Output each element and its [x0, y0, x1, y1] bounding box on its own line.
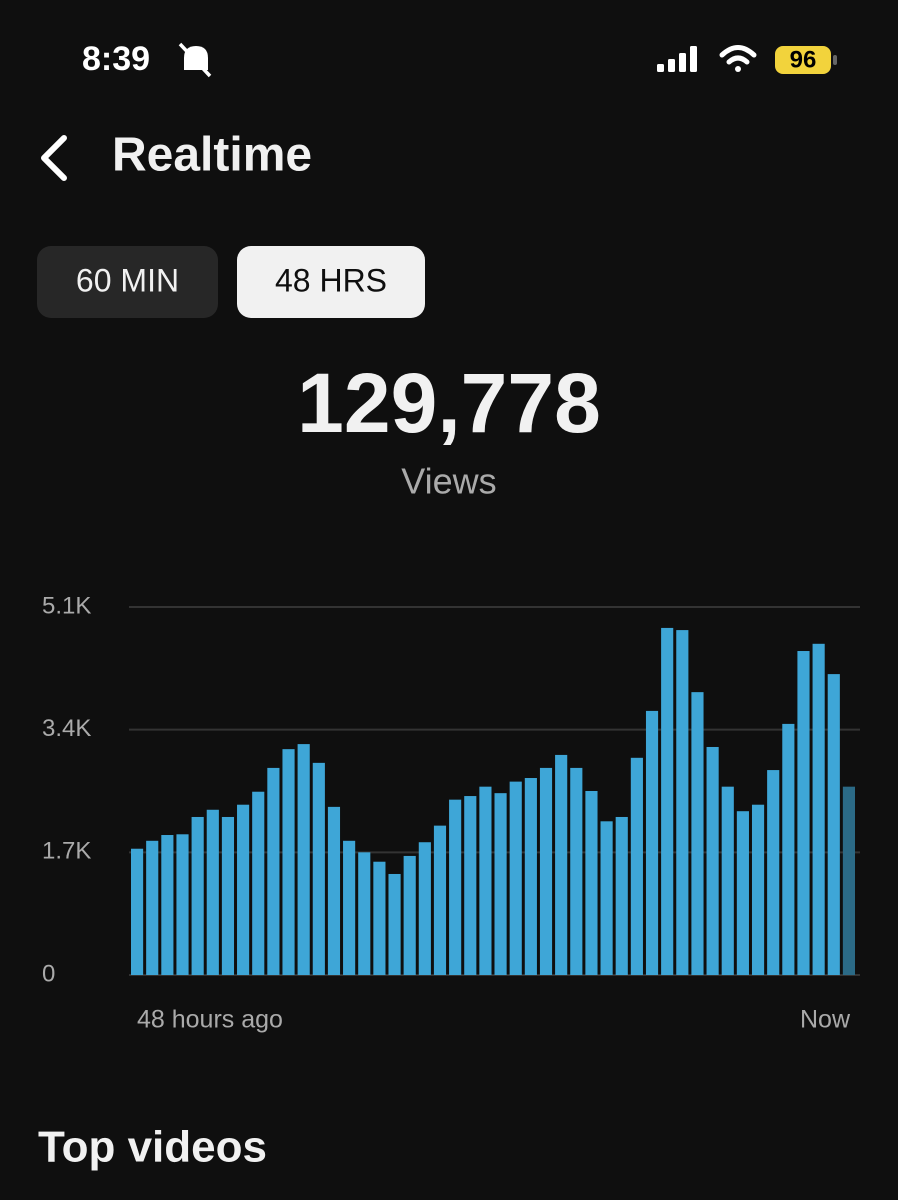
bar	[131, 848, 144, 975]
bar	[661, 627, 674, 975]
bar	[418, 842, 431, 975]
total-views: 129,778	[297, 356, 601, 450]
chart: 0 1.7K 3.4K 5.1K 48 hours ago Now	[42, 592, 860, 1034]
bar	[691, 692, 704, 975]
bar	[282, 749, 295, 975]
x-tick-label: Now	[800, 1006, 851, 1034]
bar	[555, 754, 568, 975]
bar	[403, 855, 416, 975]
back-button[interactable]	[41, 135, 67, 181]
bar	[358, 852, 371, 975]
bar	[433, 825, 447, 975]
tab[interactable]	[37, 246, 218, 318]
bar	[721, 786, 734, 975]
bar	[706, 746, 719, 975]
bar	[827, 674, 840, 975]
tab-label[interactable]: 48 HRS	[275, 262, 387, 298]
bar	[767, 770, 780, 975]
wifi-icon	[719, 45, 757, 72]
bar	[479, 786, 492, 975]
bar	[343, 840, 356, 975]
bar	[237, 804, 250, 975]
bar	[539, 767, 553, 975]
battery-icon	[775, 46, 837, 74]
bar	[600, 821, 613, 975]
y-tick-label: 3.4K	[42, 715, 91, 742]
mute-icon	[178, 42, 212, 78]
bar	[585, 791, 598, 975]
bar	[449, 799, 462, 975]
bar	[494, 793, 507, 975]
tab[interactable]	[237, 246, 425, 318]
bar	[191, 816, 204, 975]
tab-label[interactable]: 60 MIN	[76, 262, 179, 298]
bar	[524, 778, 537, 975]
section-title: Top videos	[38, 1123, 267, 1172]
bar	[161, 835, 174, 975]
bar	[570, 767, 583, 975]
page-title: Realtime	[112, 129, 312, 182]
bar	[327, 806, 341, 975]
bar	[812, 643, 825, 975]
bar	[645, 710, 659, 975]
bar	[221, 816, 235, 975]
signal-icon	[657, 46, 697, 72]
y-tick-label: 5.1K	[42, 592, 91, 619]
bar	[388, 873, 401, 975]
battery-level: 96	[790, 46, 817, 73]
bar	[736, 811, 749, 975]
x-tick-label: 48 hours ago	[137, 1006, 283, 1034]
bar	[842, 786, 855, 975]
bar	[751, 804, 765, 975]
status-time: 8:39	[82, 40, 150, 78]
bar	[464, 796, 477, 975]
bar	[509, 781, 522, 975]
bar	[630, 757, 643, 975]
bar	[252, 791, 265, 975]
total-label: Views	[401, 461, 496, 502]
bar	[797, 651, 810, 975]
bar	[146, 840, 159, 975]
bar	[176, 834, 189, 975]
bar	[676, 630, 689, 975]
bar	[312, 762, 325, 975]
bar	[206, 809, 219, 975]
bar	[373, 861, 386, 975]
bar	[297, 744, 310, 975]
bar	[782, 723, 795, 975]
bar	[615, 816, 628, 975]
y-tick-label: 0	[42, 960, 55, 987]
bar	[267, 767, 280, 975]
y-tick-label: 1.7K	[42, 838, 91, 865]
